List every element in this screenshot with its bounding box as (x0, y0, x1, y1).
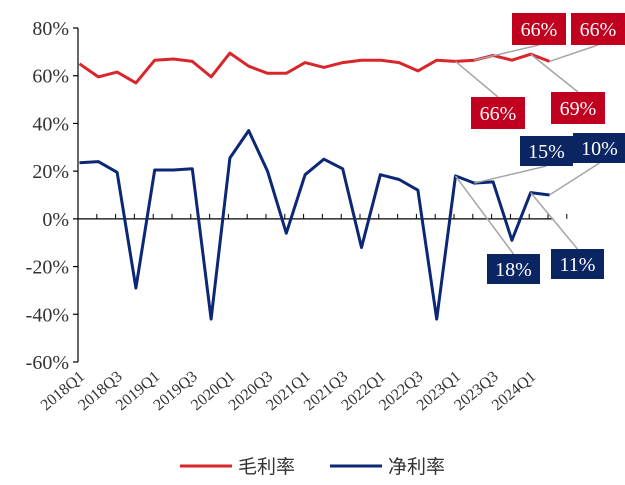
data-label: 11% (560, 254, 596, 276)
data-label: 18% (495, 259, 532, 281)
data-label: 69% (560, 98, 597, 120)
y-tick-label: 40% (32, 113, 69, 135)
data-label-leader (550, 163, 600, 195)
legend-label-0: 毛利率 (238, 456, 295, 478)
series-line-0 (80, 53, 550, 83)
y-tick-label: 80% (32, 18, 69, 40)
y-tick-label: 60% (32, 66, 69, 88)
series-line-1 (80, 131, 550, 320)
legend-label-1: 净利率 (388, 456, 445, 478)
legend: 毛利率 净利率 (180, 456, 445, 478)
y-tick-label: -40% (26, 304, 69, 326)
data-label: 66% (480, 103, 517, 125)
data-label-layer: 66% 66% 69% 66% 18% 15% 11% 10% (456, 13, 625, 284)
y-axis-ticks: -60% -40% -20% 0% 20% 40% 60% 80% (26, 18, 78, 374)
data-label-leader (456, 61, 499, 97)
data-label-leader (474, 166, 546, 183)
data-label-leader (550, 45, 599, 61)
y-tick-label: -60% (26, 352, 69, 374)
data-label: 15% (528, 141, 565, 163)
x-axis-ticks: 2018Q12018Q32019Q12019Q32020Q12020Q32021… (38, 214, 567, 414)
y-tick-label: -20% (26, 257, 69, 279)
data-label: 10% (581, 138, 618, 160)
data-label: 66% (521, 19, 558, 41)
y-tick-label: 20% (32, 161, 69, 183)
data-label: 66% (580, 19, 617, 41)
series-layer (80, 53, 550, 319)
data-label-leader (531, 193, 578, 249)
y-tick-label: 0% (42, 209, 69, 231)
